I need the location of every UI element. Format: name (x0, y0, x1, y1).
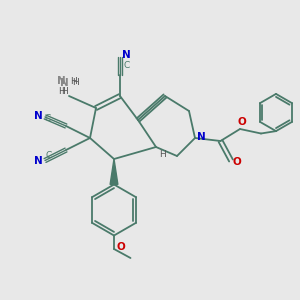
Text: H: H (70, 76, 77, 85)
Text: N: N (122, 50, 131, 61)
Text: N: N (34, 155, 43, 166)
Text: C: C (46, 151, 52, 160)
Text: C: C (45, 114, 51, 123)
Text: H: H (61, 87, 68, 96)
Text: N: N (197, 131, 206, 142)
Text: O: O (232, 157, 242, 167)
Text: O: O (116, 242, 125, 253)
Text: C: C (124, 61, 130, 70)
Text: N: N (34, 111, 43, 121)
Text: N: N (57, 76, 66, 86)
Text: O: O (237, 117, 246, 128)
Text: H: H (72, 78, 79, 87)
Text: H: H (58, 87, 65, 96)
Polygon shape (110, 159, 118, 184)
Text: H: H (159, 150, 165, 159)
Text: N: N (60, 77, 69, 88)
